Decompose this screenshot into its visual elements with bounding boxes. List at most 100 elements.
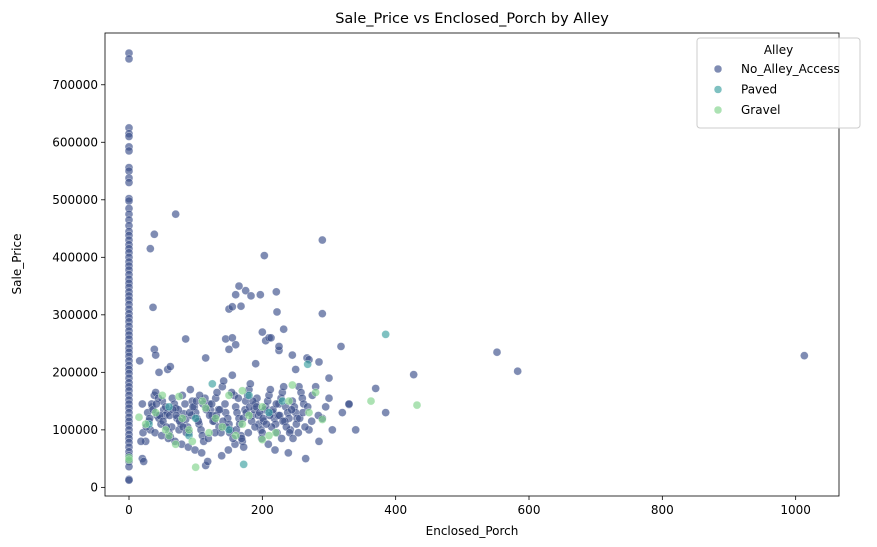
data-point-no-alley-access [318, 309, 327, 318]
y-tick-label: 700000 [52, 78, 98, 92]
data-point-no-alley-access [328, 425, 337, 435]
data-point-gravel [191, 462, 200, 472]
data-point-no-alley-access [234, 281, 244, 291]
data-point-no-alley-access [139, 457, 148, 466]
data-point-gravel [211, 414, 220, 423]
x-tick-label: 400 [384, 503, 407, 517]
data-point-no-alley-access [300, 422, 310, 432]
data-point-no-alley-access [266, 333, 276, 343]
data-point-no-alley-access [154, 368, 164, 377]
data-point-no-alley-access [224, 345, 234, 354]
data-point-no-alley-access [492, 347, 502, 357]
data-point-no-alley-access [246, 291, 256, 301]
x-tick-label: 200 [251, 503, 274, 517]
data-point-no-alley-access [279, 382, 288, 391]
data-point-gravel [258, 402, 267, 412]
data-point-no-alley-access [146, 244, 155, 253]
data-point-no-alley-access [314, 357, 324, 367]
data-point-no-alley-access [197, 448, 206, 458]
data-point-gravel [174, 392, 184, 401]
data-point-no-alley-access [262, 419, 271, 429]
data-point-no-alley-access [371, 384, 380, 393]
legend-label: Gravel [741, 103, 780, 117]
y-tick-label: 200000 [52, 365, 98, 379]
data-point-no-alley-access [124, 132, 134, 141]
data-point-gravel [198, 396, 207, 406]
data-point-paved [264, 408, 274, 417]
data-point-no-alley-access [231, 340, 240, 349]
data-point-no-alley-access [264, 439, 273, 449]
data-point-gravel [218, 422, 227, 432]
data-point-no-alley-access [800, 351, 809, 360]
data-point-no-alley-access [321, 402, 330, 412]
data-point-no-alley-access [166, 362, 175, 371]
data-point-no-alley-access [307, 416, 316, 426]
y-axis: 0 100000 200000 300000 400000 500000 600000 700… [52, 78, 105, 494]
data-point-no-alley-access [270, 445, 280, 455]
data-point-gravel [258, 435, 267, 444]
data-point-no-alley-access [513, 366, 522, 376]
data-point-no-alley-access [274, 342, 284, 351]
data-point-gravel [184, 425, 194, 435]
points-layer [124, 48, 809, 485]
data-point-no-alley-access [258, 327, 267, 337]
data-point-gravel [288, 380, 297, 390]
data-point-no-alley-access [279, 324, 288, 334]
data-point-no-alley-access [244, 428, 253, 437]
data-point-gravel [264, 431, 274, 440]
x-tick-label: 800 [651, 503, 674, 517]
data-point-no-alley-access [231, 290, 240, 299]
data-point-no-alley-access [277, 434, 286, 443]
data-point-gravel [161, 425, 170, 435]
data-point-no-alley-access [324, 373, 334, 383]
data-point-no-alley-access [338, 408, 347, 417]
data-point-no-alley-access [250, 422, 260, 432]
x-axis-label: Enclosed_Porch [426, 524, 519, 538]
data-point-no-alley-access [288, 434, 298, 443]
y-tick-label: 400000 [52, 250, 98, 264]
data-point-no-alley-access [150, 230, 159, 239]
data-point-gravel [178, 414, 187, 423]
data-point-no-alley-access [201, 353, 210, 363]
data-point-no-alley-access [212, 388, 222, 397]
y-axis-label: Sale_Price [10, 234, 24, 295]
data-point-no-alley-access [288, 350, 297, 360]
data-point-gravel [366, 396, 376, 406]
legend-label: Paved [741, 83, 777, 97]
data-point-no-alley-access [220, 399, 230, 409]
data-point-gravel [141, 419, 150, 429]
data-point-no-alley-access [251, 359, 260, 368]
data-point-no-alley-access [266, 385, 275, 394]
data-point-paved [164, 402, 174, 412]
data-point-no-alley-access [239, 442, 248, 452]
x-tick-label: 600 [518, 503, 541, 517]
data-point-gravel [224, 391, 234, 400]
y-tick-label: 100000 [52, 423, 98, 437]
data-point-no-alley-access [344, 399, 354, 409]
data-point-gravel [201, 403, 210, 413]
y-tick-label: 500000 [52, 193, 98, 207]
data-point-no-alley-access [124, 475, 134, 485]
data-point-paved [303, 360, 312, 369]
data-point-no-alley-access [336, 342, 346, 351]
data-point-no-alley-access [181, 334, 190, 344]
data-point-gravel [284, 396, 294, 406]
data-point-gravel [412, 400, 422, 410]
legend-box [696, 37, 861, 129]
data-point-no-alley-access [294, 428, 303, 437]
data-point-no-alley-access [224, 445, 233, 455]
data-point-no-alley-access [135, 356, 144, 366]
legend-label: No_Alley_Access [741, 62, 840, 76]
legend-marker [713, 64, 723, 74]
data-point-no-alley-access [171, 209, 180, 219]
data-point-gravel [151, 408, 160, 417]
data-point-no-alley-access [236, 301, 246, 311]
data-point-no-alley-access [124, 54, 134, 64]
data-point-gravel [238, 386, 247, 395]
data-point-gravel [318, 415, 327, 424]
data-point-gravel [304, 408, 314, 417]
data-point-gravel [158, 391, 167, 400]
data-point-no-alley-access [314, 437, 324, 446]
data-point-no-alley-access [234, 393, 243, 403]
data-point-no-alley-access [301, 454, 310, 463]
